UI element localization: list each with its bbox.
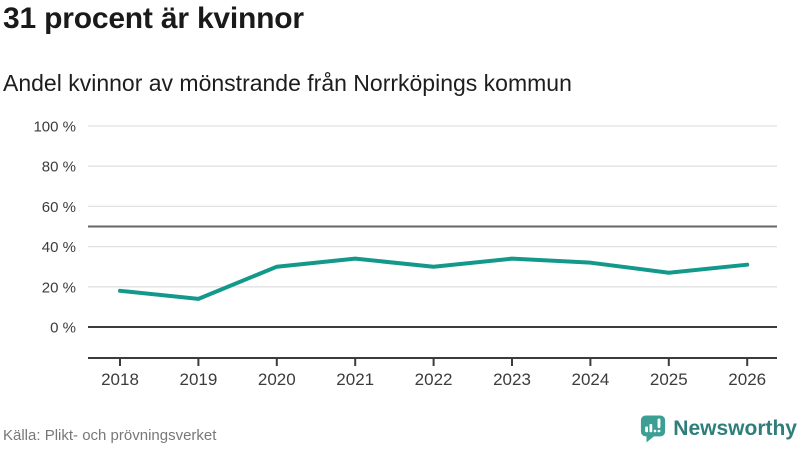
newsworthy-bar-chart-speech-bubble-icon xyxy=(641,415,666,443)
y-tick-label: 20 % xyxy=(42,279,76,296)
x-tick-label: 2023 xyxy=(493,370,531,389)
x-tick-label: 2026 xyxy=(728,370,766,389)
source-note: Källa: Plikt- och prövningsverket xyxy=(3,427,217,444)
y-tick-label: 40 % xyxy=(42,239,76,256)
line-chart: 0 % 20 % 40 % 60 % 80 % 100 % 2018 2019 2020 2021… xyxy=(33,119,777,389)
x-tick-label: 2018 xyxy=(101,370,139,389)
x-tick-label: 2021 xyxy=(336,370,374,389)
x-tick-label: 2020 xyxy=(258,370,296,389)
y-tick-label: 0 % xyxy=(50,320,76,337)
chart-subtitle: Andel kvinnor av mönstrande från Norrköp… xyxy=(3,70,572,96)
y-tick-label: 100 % xyxy=(33,119,76,136)
chart-title: 31 procent är kvinnor xyxy=(3,2,304,35)
x-tick-label: 2022 xyxy=(415,370,453,389)
x-tick-label: 2024 xyxy=(571,370,609,389)
y-tick-label: 80 % xyxy=(42,159,76,176)
newsworthy-logo-text: Newsworthy xyxy=(673,416,797,440)
x-tick-label: 2025 xyxy=(650,370,688,389)
data-series-line xyxy=(118,256,750,301)
y-tick-label: 60 % xyxy=(42,199,76,216)
x-tick-label: 2019 xyxy=(179,370,217,389)
newsworthy-logo: Newsworthy xyxy=(640,414,797,443)
